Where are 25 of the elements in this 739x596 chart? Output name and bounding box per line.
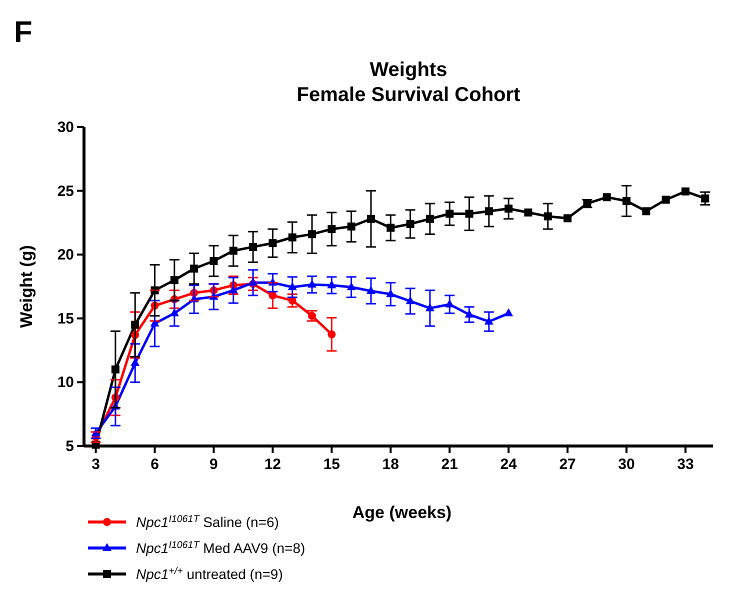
x-tick-label: 18: [382, 456, 399, 473]
y-axis-title: Weight (g): [17, 245, 36, 328]
text: F: [14, 16, 32, 49]
y-tick-label: 20: [57, 246, 74, 264]
y-tick-label: 25: [57, 182, 74, 200]
y-tick-label: 30: [57, 119, 74, 136]
x-tick-label: 6: [150, 456, 159, 473]
x-tick-label: 30: [618, 456, 635, 473]
x-tick-label: 21: [441, 456, 458, 473]
x-tick-label: 27: [559, 456, 576, 473]
x-tick-label: 33: [677, 456, 694, 473]
chart-title: Weights: [370, 59, 448, 81]
y-tick-label: 15: [57, 310, 74, 328]
legend-label: Npc1$^{I1061T}$ Saline (n=6): [136, 514, 279, 530]
x-tick-label: 24: [500, 456, 518, 473]
x-axis-title: Age (weeks): [352, 503, 452, 522]
legend-label: Npc1$^{+/+}$ untreated (n=9): [136, 566, 283, 582]
x-tick-label: 3: [92, 456, 100, 473]
y-tick-label: 10: [57, 374, 74, 392]
y-tick-label: 5: [66, 438, 74, 455]
x-tick-label: 12: [264, 456, 282, 473]
x-tick-label: 9: [210, 456, 218, 473]
chart-subtitle: Female Survival Cohort: [296, 84, 521, 106]
x-tick-label: 15: [323, 456, 340, 473]
legend-label: Npc1$^{I1061T}$ Med AAV9 (n=8): [136, 540, 306, 556]
